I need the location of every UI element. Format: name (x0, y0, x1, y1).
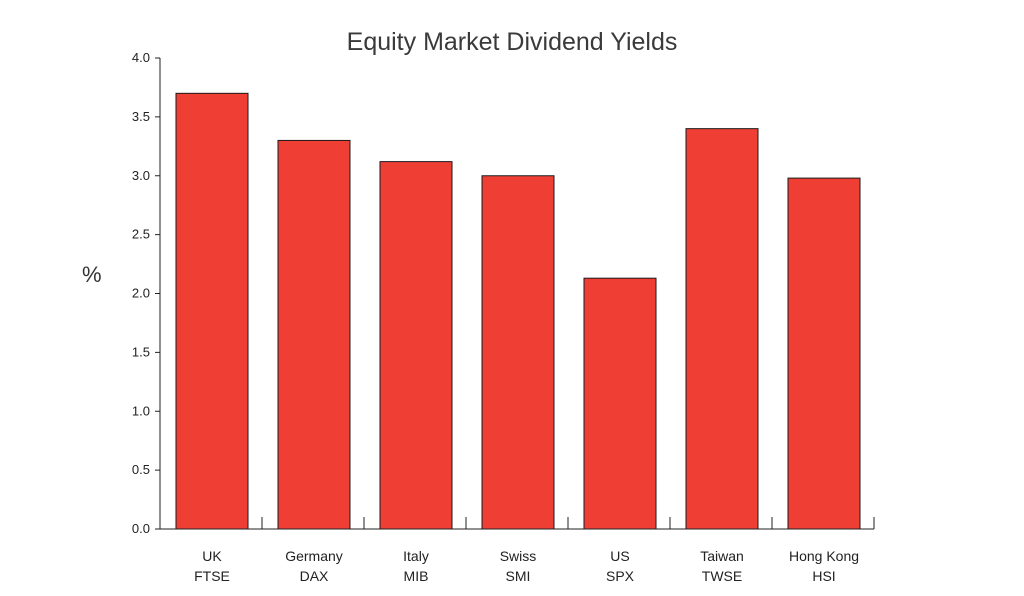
category-label: Germany (285, 548, 343, 564)
bar-4 (583, 277, 657, 530)
bar-1 (277, 139, 351, 530)
bar-2 (379, 161, 453, 530)
y-tick-label: 3.0 (132, 168, 150, 183)
category-label: Taiwan (700, 548, 744, 564)
chart-title: Equity Market Dividend Yields (346, 28, 678, 56)
bar-3 (481, 175, 555, 530)
bar-0 (175, 92, 249, 530)
bar-6 (787, 177, 861, 530)
category-label: DAX (300, 568, 329, 584)
y-tick-label: 1.5 (132, 344, 150, 359)
category-label: MIB (404, 568, 429, 584)
y-axis-label: % (82, 262, 102, 287)
category-label: US (610, 548, 629, 564)
category-label: FTSE (194, 568, 230, 584)
category-label: SMI (506, 568, 531, 584)
category-label: UK (202, 548, 222, 564)
y-ticks-group: 0.0 0.5 1.0 1.5 2.0 2.5 3.0 3.5 4.0 (132, 50, 160, 536)
x-categories-group: UK FTSE Germany DAX Italy MIB Swiss SMI US SPX Tai… (194, 548, 859, 584)
category-label: HSI (812, 568, 835, 584)
category-label: SPX (606, 568, 635, 584)
category-label: Hong Kong (789, 548, 859, 564)
bar-5 (685, 128, 759, 530)
bars-group (175, 92, 861, 530)
y-tick-label: 2.5 (132, 227, 150, 242)
y-tick-label: 4.0 (132, 50, 150, 65)
y-tick-label: 0.5 (132, 462, 150, 477)
y-tick-label: 0.0 (132, 521, 150, 536)
category-label: Swiss (500, 548, 537, 564)
y-tick-label: 3.5 (132, 109, 150, 124)
y-tick-label: 1.0 (132, 403, 150, 418)
category-label: Italy (403, 548, 429, 564)
category-label: TWSE (702, 568, 742, 584)
y-tick-label: 2.0 (132, 286, 150, 301)
